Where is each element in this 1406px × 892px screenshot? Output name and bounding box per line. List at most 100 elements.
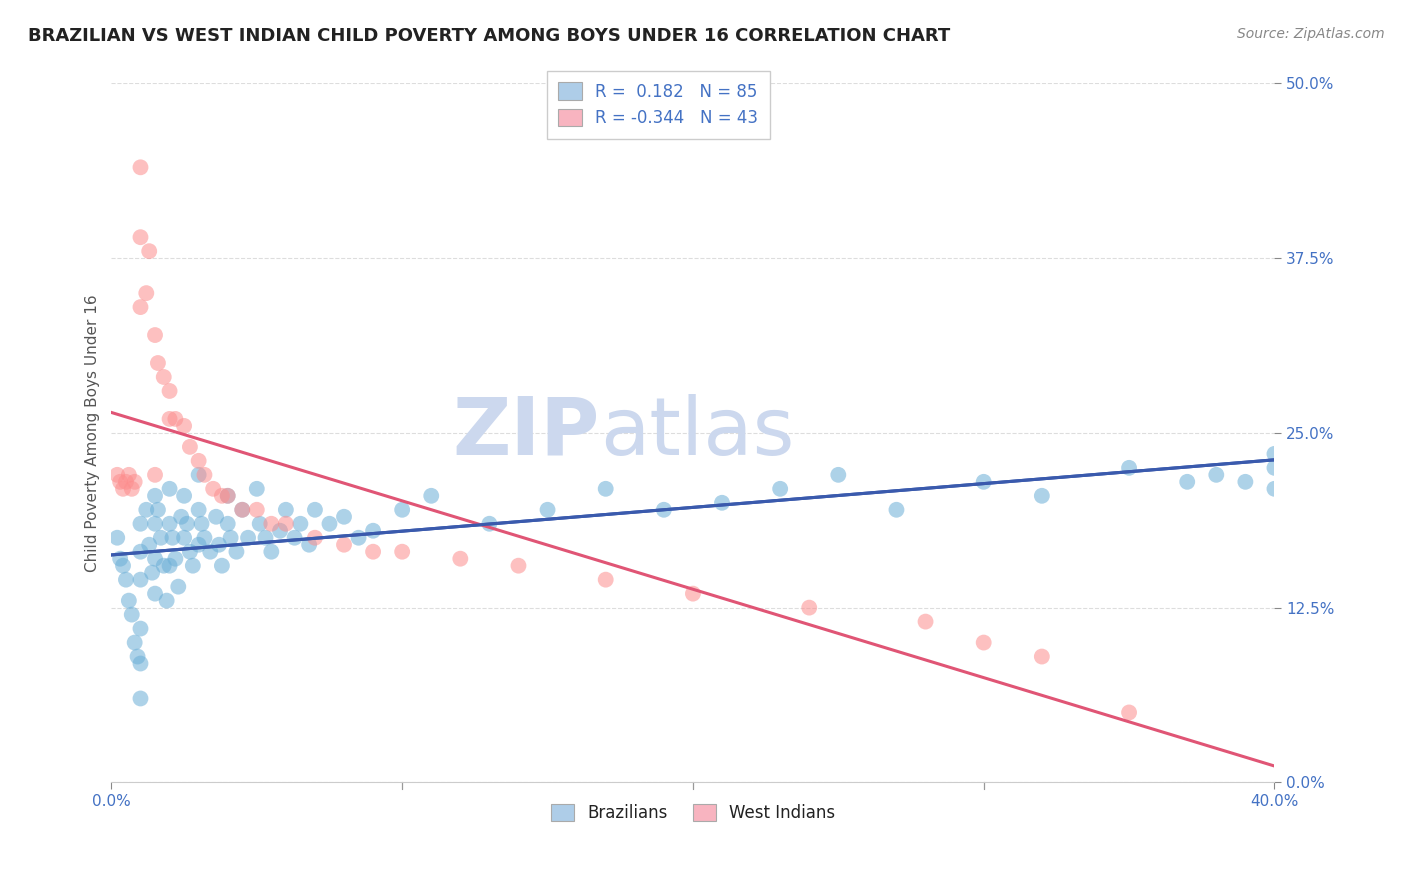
Point [711,496,734,510]
Point [217,489,239,503]
Point [159,482,181,496]
Point [595,482,617,496]
Point [176,516,198,531]
Point [193,531,215,545]
Point [181,558,204,573]
Point [254,531,277,545]
Point [129,573,152,587]
Point [205,509,228,524]
Point [129,545,152,559]
Point [333,509,356,524]
Text: BRAZILIAN VS WEST INDIAN CHILD POVERTY AMONG BOYS UNDER 16 CORRELATION CHART: BRAZILIAN VS WEST INDIAN CHILD POVERTY A… [28,27,950,45]
Point [173,489,195,503]
Text: Source: ZipAtlas.com: Source: ZipAtlas.com [1237,27,1385,41]
Point [508,558,530,573]
Point [118,593,141,607]
Point [118,467,141,482]
Text: atlas: atlas [600,394,794,472]
Point [143,516,166,531]
Point [1031,649,1053,664]
Point [190,516,212,531]
Point [274,502,297,516]
Point [914,615,936,629]
Point [217,516,239,531]
Point [1263,460,1285,475]
Point [1175,475,1198,489]
Point [179,440,201,454]
Point [170,509,193,524]
Point [231,502,253,516]
Point [108,475,131,489]
Point [112,482,135,496]
Point [173,531,195,545]
Point [231,502,253,516]
Point [478,516,501,531]
Point [129,691,152,706]
Point [156,593,179,607]
Point [121,607,143,622]
Point [1205,467,1227,482]
Point [202,482,225,496]
Point [1234,475,1257,489]
Point [304,531,326,545]
Point [290,516,312,531]
Point [187,502,209,516]
Point [219,531,242,545]
Point [1118,460,1140,475]
Point [361,545,384,559]
Point [886,502,908,516]
Point [361,524,384,538]
Point [124,475,146,489]
Point [121,482,143,496]
Point [260,545,283,559]
Point [193,467,215,482]
Point [236,531,259,545]
Point [769,482,792,496]
Point [246,482,269,496]
Point [143,328,166,343]
Point [246,502,269,516]
Point [167,580,190,594]
Point [173,418,195,433]
Point [211,489,233,503]
Point [124,635,146,649]
Point [420,489,443,503]
Point [269,524,291,538]
Point [146,356,169,370]
Point [208,538,231,552]
Point [159,516,181,531]
Point [149,531,172,545]
Point [159,558,181,573]
Point [143,551,166,566]
Point [284,531,307,545]
Point [536,502,558,516]
Point [112,558,135,573]
Point [595,573,617,587]
Point [143,489,166,503]
Point [187,467,209,482]
Point [187,538,209,552]
Point [318,516,340,531]
Point [165,551,187,566]
Point [129,657,152,671]
Point [129,516,152,531]
Point [1263,447,1285,461]
Point [391,545,413,559]
Point [159,412,181,426]
Point [449,551,471,566]
Point [127,649,149,664]
Point [108,551,131,566]
Point [682,587,704,601]
Point [200,545,222,559]
Point [973,635,995,649]
Point [217,489,239,503]
Point [135,286,157,301]
Point [135,502,157,516]
Point [115,475,138,489]
Point [179,545,201,559]
Point [211,558,233,573]
Point [391,502,413,516]
Point [138,538,160,552]
Point [105,531,128,545]
Point [146,502,169,516]
